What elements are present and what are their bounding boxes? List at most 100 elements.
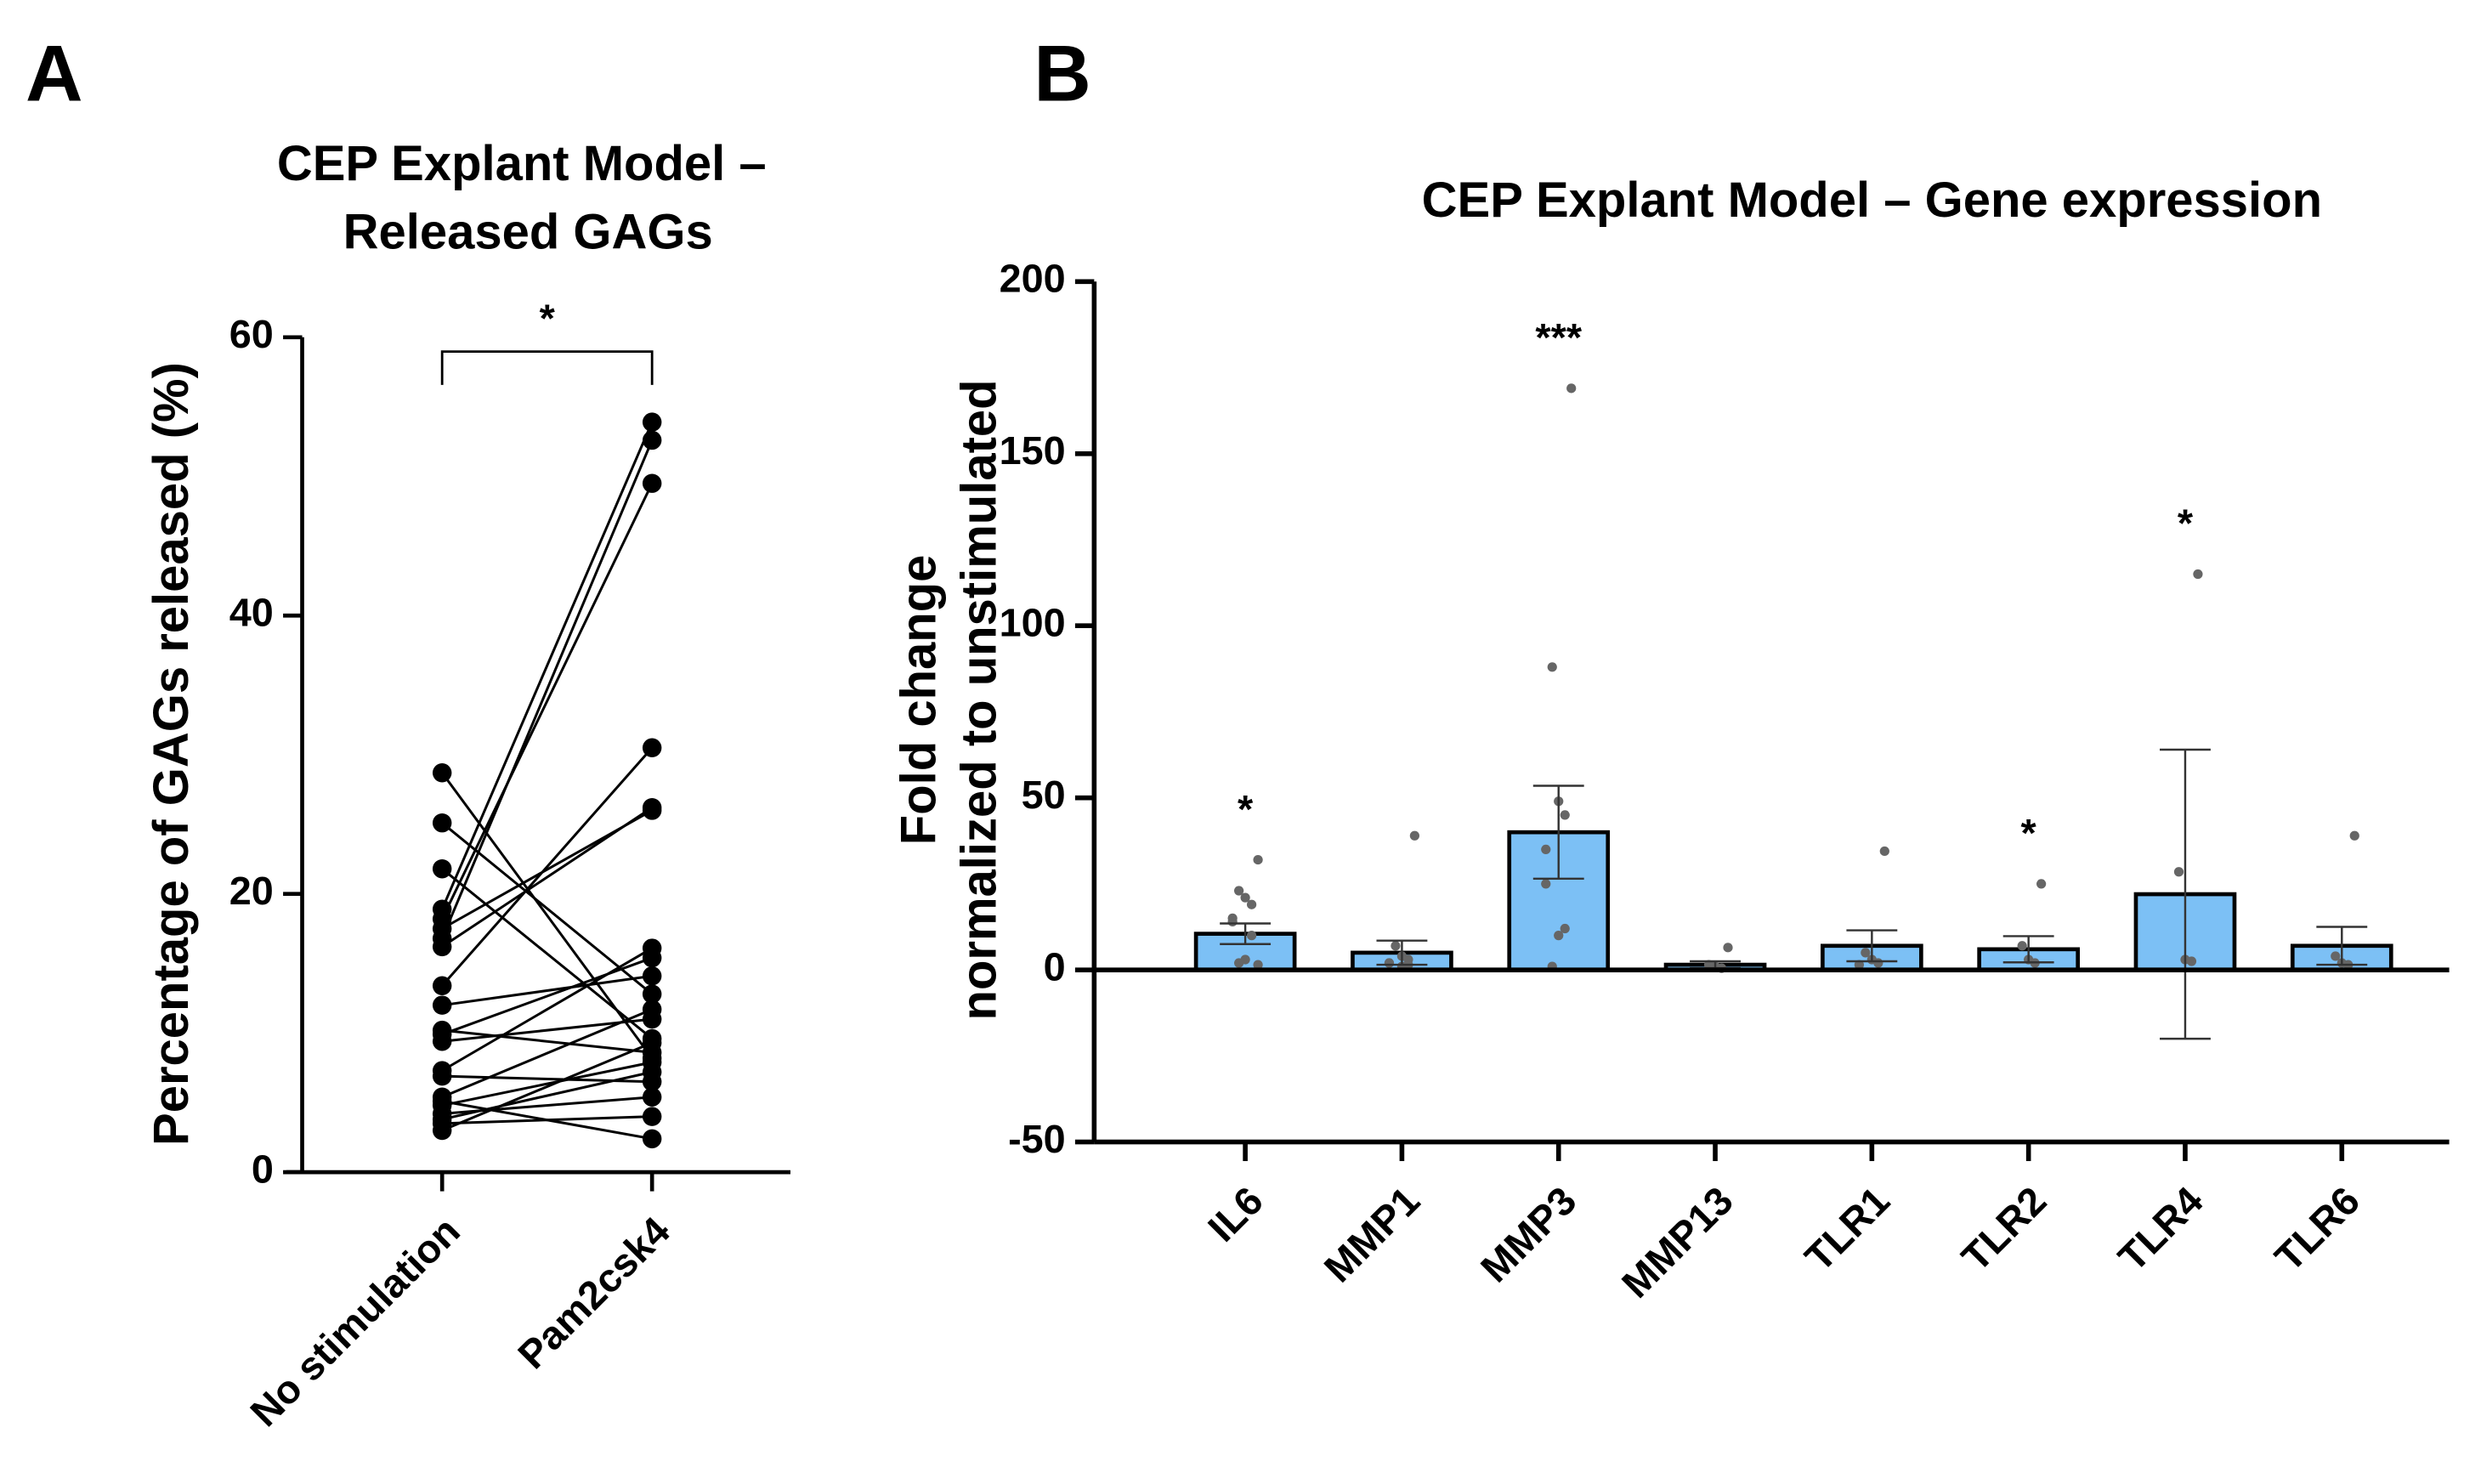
data-point <box>642 738 662 758</box>
data-point <box>1566 383 1577 394</box>
data-point <box>642 1000 662 1019</box>
data-point <box>642 1062 662 1082</box>
data-point <box>1391 941 1401 951</box>
data-point <box>432 1109 452 1130</box>
y-tick-label: 60 <box>229 312 274 356</box>
data-point <box>1547 662 1557 672</box>
data-point <box>432 813 452 833</box>
significance-label: * <box>2178 501 2194 546</box>
pair-line <box>441 1041 653 1132</box>
data-point <box>1234 958 1244 968</box>
pair-line <box>440 422 654 910</box>
chart-title: CEP Explant Model – <box>277 136 767 191</box>
pair-line <box>441 947 653 1072</box>
data-point <box>1861 948 1871 958</box>
x-tick-label: MMP1 <box>1316 1178 1428 1290</box>
data-point <box>1541 844 1551 855</box>
y-tick-label: 0 <box>1044 944 1066 988</box>
data-point <box>642 430 662 450</box>
pair-line <box>441 822 654 995</box>
pair-line <box>442 1028 653 1054</box>
x-tick-label: TLR6 <box>2267 1178 2368 1279</box>
significance-label: * <box>1238 787 1254 831</box>
data-point <box>432 858 452 879</box>
y-tick-label: 40 <box>229 591 274 635</box>
pair-line <box>441 1008 653 1099</box>
significance-label: * <box>2021 811 2037 855</box>
pair-line <box>441 1061 653 1107</box>
significance-bracket <box>440 350 654 385</box>
x-tick-label: TLR2 <box>1953 1178 2054 1279</box>
data-point <box>2349 830 2359 841</box>
pair-line <box>441 1100 653 1141</box>
y-axis-label: Percentage of GAGs released (%) <box>144 362 199 1146</box>
y-tick-label: 100 <box>1000 601 1066 645</box>
data-point <box>1854 960 1864 970</box>
data-point <box>642 1129 662 1149</box>
panel-letter: A <box>25 28 83 117</box>
pair-line <box>440 772 654 1059</box>
chart-title: CEP Explant Model – Gene expression <box>1422 173 2322 228</box>
y-tick-label: 150 <box>1000 428 1066 473</box>
data-point <box>1253 960 1263 970</box>
x-tick-label: MMP3 <box>1472 1178 1584 1290</box>
data-point <box>2173 867 2184 877</box>
data-point <box>1560 923 1570 934</box>
data-point <box>642 1107 662 1126</box>
y-tick-label: 50 <box>1022 773 1066 817</box>
data-point <box>2193 569 2203 580</box>
data-point <box>432 1091 452 1111</box>
data-point <box>2186 956 2197 966</box>
data-point <box>2017 941 2027 951</box>
pair-line <box>441 1070 653 1121</box>
x-tick-label: MMP13 <box>1613 1178 1742 1306</box>
data-point <box>432 976 452 995</box>
pair-line <box>440 483 654 920</box>
data-point <box>432 995 452 1015</box>
data-point <box>642 412 662 432</box>
significance-label: * <box>540 296 556 340</box>
pair-line <box>441 974 653 1007</box>
data-point <box>642 966 662 986</box>
data-point <box>1227 916 1238 927</box>
data-point <box>1246 931 1257 941</box>
data-point <box>432 937 452 957</box>
x-tick-label: No stimulation <box>242 1209 468 1435</box>
data-point <box>1723 943 1733 953</box>
y-tick-label: -50 <box>1008 1117 1066 1161</box>
y-tick-label: 0 <box>252 1147 274 1192</box>
data-point <box>642 1043 662 1062</box>
data-point <box>1541 879 1551 889</box>
data-point <box>1240 892 1250 903</box>
data-point <box>432 763 452 783</box>
significance-label: *** <box>1535 315 1582 360</box>
data-point <box>2331 951 2341 961</box>
pair-line <box>440 439 654 939</box>
data-point <box>1879 846 1889 857</box>
panel-letter: B <box>1034 28 1091 117</box>
pair-line <box>441 806 654 949</box>
x-tick-label: IL6 <box>1199 1178 1272 1250</box>
y-tick-label: 20 <box>229 869 274 913</box>
data-point <box>1253 854 1263 865</box>
pair-line <box>441 956 653 1036</box>
y-axis-label: normalized to unstimulated <box>952 379 1007 1020</box>
data-point <box>1873 958 1883 968</box>
pair-line <box>441 746 654 987</box>
data-point <box>642 797 662 818</box>
data-point <box>1409 830 1420 841</box>
y-axis-label: Fold change <box>892 555 947 846</box>
data-point <box>1234 886 1244 896</box>
data-point <box>2036 879 2047 889</box>
data-point <box>432 1066 452 1086</box>
data-point <box>1246 899 1257 909</box>
data-point <box>642 938 662 958</box>
x-tick-label: Pam2csk4 <box>509 1209 678 1378</box>
x-tick-label: TLR1 <box>1797 1178 1898 1279</box>
x-tick-label: TLR4 <box>2110 1178 2211 1279</box>
data-point <box>1384 958 1395 968</box>
y-tick-label: 200 <box>1000 257 1066 301</box>
data-point <box>642 1087 662 1107</box>
pair-line <box>441 868 654 1040</box>
